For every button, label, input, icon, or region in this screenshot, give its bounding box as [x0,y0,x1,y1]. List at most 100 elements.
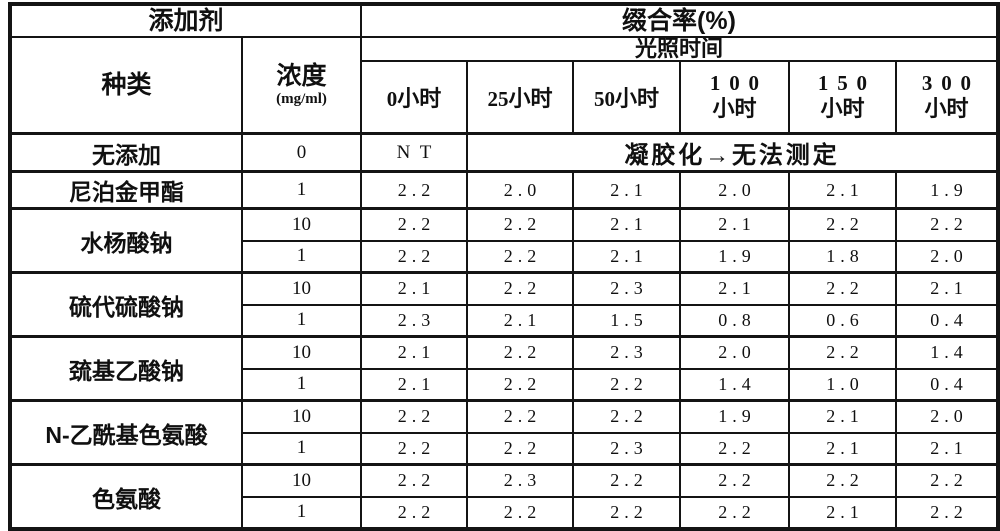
table-row: 尼泊金甲酯 1 2.2 2.0 2.1 2.0 2.1 1.9 [9,170,999,210]
value-cell: 2.2 [466,239,574,274]
value-cell: 2.0 [679,170,790,210]
value-cell: 2.2 [360,239,468,274]
value-cell: 2.1 [788,431,897,466]
time-col-header: 300 小时 [895,60,999,135]
time-hours-label: 300 [921,71,980,96]
value-cell: 2.2 [466,367,574,402]
additive-header-cell: 添加剂 [9,3,362,38]
value-cell: 2.0 [895,239,999,274]
concentration-cell: 1 [241,495,362,530]
value-cell: 2.3 [572,335,681,370]
value-cell: 2.0 [895,399,999,434]
value-cell: 2.1 [788,399,897,434]
table-row: 1 2.2 2.2 2.2 2.2 2.1 2.2 [10,495,999,530]
additive-name-cell: 硫代硫酸钠 [9,271,243,338]
value-cell: 2.2 [572,495,681,530]
value-cell: 2.3 [572,271,681,306]
additive-name-cell: 水杨酸钠 [9,207,243,274]
value-cell: 2.2 [895,207,999,242]
species-header-cell: 种类 [9,36,243,135]
value-cell: 2.2 [788,207,897,242]
value-cell: 1.4 [895,335,999,370]
time-unit-label: 小时 [508,86,553,111]
value-cell: 2.2 [360,463,468,498]
value-cell: 2.3 [360,303,468,338]
value-cell: 2.1 [788,170,897,210]
conjugation-rate-header-cell: 缀合率(%) [360,3,999,38]
nt-value-cell: NT [360,132,468,173]
value-cell: 2.3 [572,431,681,466]
table-row: N-乙酰基色氨酸 10 2.2 2.2 2.2 1.9 2.1 2.0 [9,399,999,466]
value-cell: 2.2 [466,495,574,530]
concentration-cell: 10 [241,335,362,370]
time-col-header: 150 小时 [788,60,897,135]
time-col-header: 0小时 [360,60,468,135]
additive-name-cell: 尼泊金甲酯 [9,170,243,210]
table-row: 无添加 0 NT 凝胶化→无法测定 [9,132,999,173]
merged-note-cell: 凝胶化→无法测定 [466,132,999,173]
concentration-cell: 0 [241,132,362,173]
time-unit-label: 小时 [924,96,969,122]
concentration-cell: 1 [241,239,362,274]
value-cell: 2.2 [572,463,681,498]
time-hours-label: 150 [817,71,876,96]
value-cell: 2.1 [572,170,681,210]
value-cell: 2.2 [466,335,574,370]
table-row: 1 2.1 2.2 2.2 1.4 1.0 0.4 [10,367,999,402]
value-cell: 2.1 [788,495,897,530]
time-col-header: 25小时 [466,60,574,135]
time-col-header: 100 小时 [679,60,790,135]
additive-name-cell: 无添加 [9,132,243,173]
value-cell: 2.1 [360,367,468,402]
value-cell: 1.4 [679,367,790,402]
time-hours-label: 50 [593,87,615,111]
value-cell: 2.2 [360,170,468,210]
value-cell: 2.2 [788,335,897,370]
value-cell: 2.1 [679,207,790,242]
value-cell: 1.0 [788,367,897,402]
time-unit-label: 小时 [712,96,757,122]
time-unit-label: 小时 [614,86,659,111]
value-cell: 2.1 [360,335,468,370]
header-row-mid: 种类 浓度 (mg/ml) 光照时间 [9,36,999,135]
value-cell: 2.2 [679,431,790,466]
table-row: 1 2.2 2.2 2.3 2.2 2.1 2.1 [10,431,999,466]
value-cell: 1.9 [895,170,999,210]
value-cell: 2.2 [466,271,574,306]
concentration-cell: 1 [241,431,362,466]
value-cell: 2.2 [360,399,468,434]
concentration-cell: 10 [241,207,362,242]
concentration-cell: 10 [241,399,362,434]
value-cell: 2.2 [788,463,897,498]
value-cell: 2.2 [466,399,574,434]
time-unit-label: 小时 [820,96,865,122]
value-cell: 2.2 [360,495,468,530]
value-cell: 2.2 [360,431,468,466]
table-row: 1 2.2 2.2 2.1 1.9 1.8 2.0 [10,239,999,274]
value-cell: 2.2 [466,431,574,466]
table-row: 色氨酸 10 2.2 2.3 2.2 2.2 2.2 2.2 [9,463,999,530]
value-cell: 1.9 [679,239,790,274]
concentration-cell: 10 [241,463,362,498]
concentration-cell: 1 [241,303,362,338]
value-cell: 2.2 [679,463,790,498]
value-cell: 2.1 [572,239,681,274]
value-cell: 2.2 [788,271,897,306]
value-cell: 2.2 [895,495,999,530]
value-cell: 2.2 [466,207,574,242]
value-cell: 2.1 [572,207,681,242]
additive-conjugation-table: 添加剂 缀合率(%) 种类 浓度 (mg/ml) 光照时间 0小时 25小时 50小… [8,2,1000,531]
header-row-top: 添加剂 缀合率(%) [9,3,999,38]
value-cell: 2.2 [360,207,468,242]
value-cell: 2.3 [466,463,574,498]
value-cell: 0.4 [895,303,999,338]
value-cell: 1.8 [788,239,897,274]
value-cell: 0.6 [788,303,897,338]
concentration-cell: 1 [241,170,362,210]
time-hours-label: 100 [709,71,768,96]
concentration-cell: 1 [241,367,362,402]
value-cell: 2.2 [572,399,681,434]
value-cell: 2.2 [572,367,681,402]
concentration-unit-label: (mg/ml) [276,91,327,108]
concentration-cell: 10 [241,271,362,306]
